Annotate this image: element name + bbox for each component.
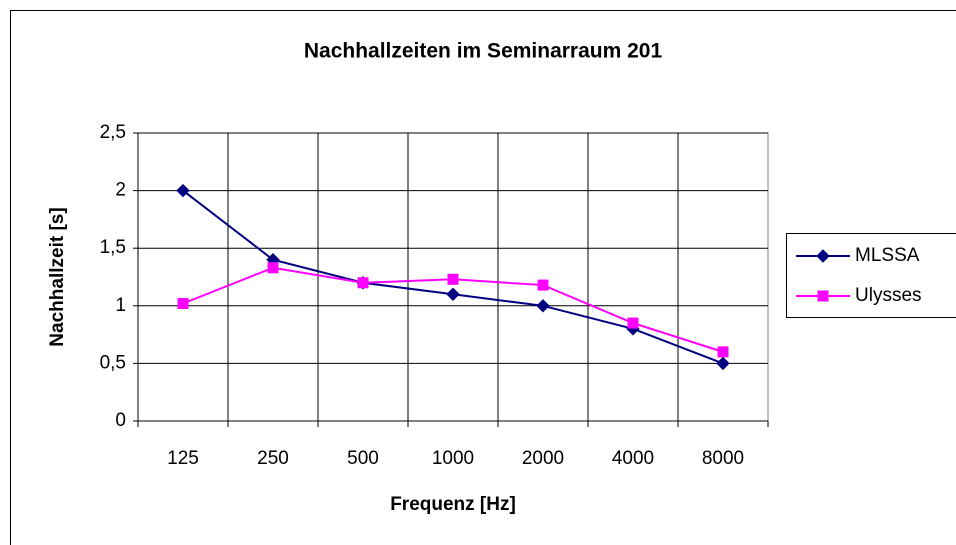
legend-label: Ulysses <box>855 285 922 306</box>
point <box>357 277 369 289</box>
legend <box>786 233 956 318</box>
y-tick-label: 0 <box>115 410 126 431</box>
x-tick-label: 4000 <box>612 448 654 469</box>
y-tick-label: 0,5 <box>100 352 126 373</box>
x-tick-label: 250 <box>257 448 289 469</box>
legend-marker <box>817 290 829 302</box>
point <box>717 346 729 358</box>
point <box>176 183 190 198</box>
point <box>716 356 730 371</box>
y-tick-label: 1,5 <box>100 237 126 258</box>
y-tick-label: 2 <box>115 180 126 201</box>
y-axis-label: Nachhallzeit [s] <box>47 207 68 346</box>
legend-label: MLSSA <box>855 245 920 266</box>
point <box>447 273 459 285</box>
point <box>627 317 639 329</box>
x-axis-label: Frequenz [Hz] <box>390 494 516 515</box>
x-tick-label: 8000 <box>702 448 744 469</box>
point <box>267 262 279 274</box>
point <box>537 279 549 291</box>
x-tick-label: 125 <box>167 448 199 469</box>
x-tick-label: 1000 <box>432 448 474 469</box>
y-tick-label: 1 <box>115 295 126 316</box>
point <box>446 287 460 301</box>
x-tick-label: 2000 <box>522 448 564 469</box>
legend-marker <box>816 249 830 263</box>
point <box>536 299 550 313</box>
chart-title: Nachhallzeiten im Seminarraum 201 <box>304 40 663 63</box>
x-tick-label: 500 <box>347 448 379 469</box>
y-tick-label: 2,5 <box>100 122 126 143</box>
point <box>177 297 189 309</box>
